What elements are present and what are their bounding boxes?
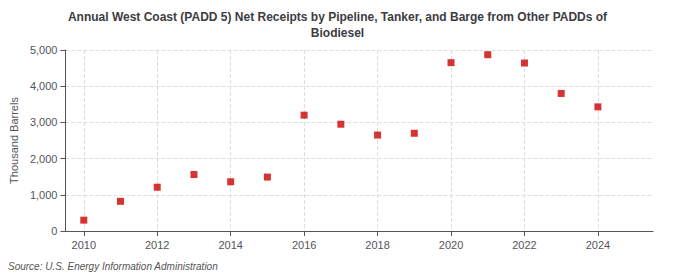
svg-text:3,000: 3,000 bbox=[30, 116, 58, 128]
svg-text:2020: 2020 bbox=[439, 239, 463, 251]
svg-text:2022: 2022 bbox=[512, 239, 536, 251]
svg-text:Source: U.S. Energy Informatio: Source: U.S. Energy Information Administ… bbox=[8, 261, 218, 272]
svg-text:2012: 2012 bbox=[145, 239, 169, 251]
svg-text:0: 0 bbox=[51, 225, 57, 237]
svg-text:2010: 2010 bbox=[72, 239, 96, 251]
svg-text:2,000: 2,000 bbox=[30, 153, 58, 165]
svg-text:Thousand Barrels: Thousand Barrels bbox=[8, 97, 20, 184]
svg-text:1,000: 1,000 bbox=[30, 189, 58, 201]
svg-text:4,000: 4,000 bbox=[30, 80, 58, 92]
svg-text:2016: 2016 bbox=[292, 239, 316, 251]
svg-text:Annual West Coast (PADD 5) Net: Annual West Coast (PADD 5) Net Receipts … bbox=[68, 10, 608, 24]
svg-text:2014: 2014 bbox=[218, 239, 242, 251]
svg-text:2018: 2018 bbox=[365, 239, 389, 251]
svg-text:Biodiesel: Biodiesel bbox=[311, 26, 364, 40]
svg-text:5,000: 5,000 bbox=[30, 44, 58, 56]
svg-text:2024: 2024 bbox=[586, 239, 610, 251]
